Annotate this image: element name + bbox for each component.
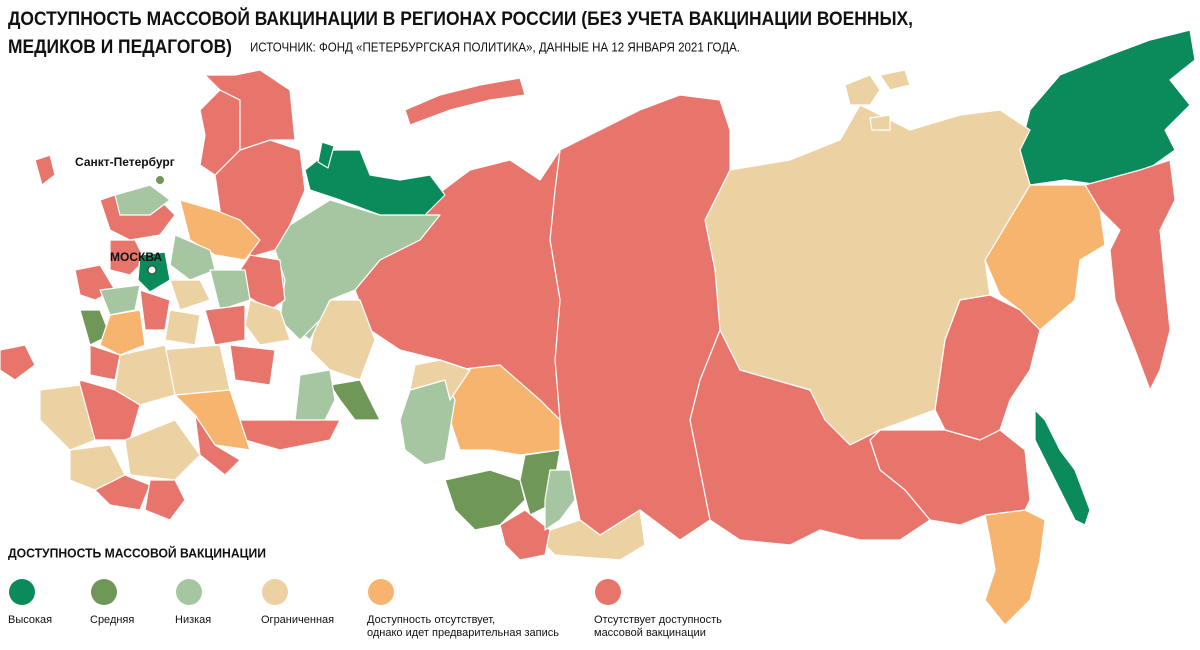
region: [984, 509, 1046, 626]
region: [229, 344, 276, 386]
region: [179, 199, 261, 261]
region: [34, 154, 56, 186]
region: [409, 359, 471, 401]
legend-title: ДОСТУПНОСТЬ МАССОВОЙ ВАКЦИНАЦИИ: [8, 545, 266, 560]
map: [0, 29, 1196, 626]
legend-swatch: [91, 579, 117, 605]
legend-label: Отсутствует доступность: [594, 614, 722, 626]
city-label: МОСКВА: [110, 250, 162, 264]
legend: Высокая Средняя Низкая Ограниченная Доступно…: [8, 579, 722, 639]
region: [1034, 409, 1091, 526]
region: [209, 269, 251, 311]
legend-label: однако идет предварительная запись: [367, 627, 559, 639]
region: [204, 304, 246, 346]
region: [1019, 29, 1196, 186]
legend-swatch: [176, 579, 202, 605]
region: [114, 184, 171, 216]
region: [544, 469, 576, 531]
legend-swatch: [368, 579, 394, 605]
legend-label: Доступность отсутствует,: [367, 614, 495, 626]
region: [444, 469, 526, 531]
region: [194, 414, 241, 476]
legend-label: Средняя: [90, 614, 134, 626]
region: [329, 379, 381, 421]
legend-label: Низкая: [175, 614, 211, 626]
region: [169, 234, 216, 281]
region: [869, 114, 891, 131]
legend-label: массовой вакцинации: [594, 627, 706, 639]
legend-swatch: [595, 579, 621, 605]
legend-label: Ограниченная: [261, 614, 334, 626]
region: [109, 239, 146, 276]
region: [879, 69, 911, 91]
region: [99, 309, 146, 356]
region: [204, 69, 296, 151]
legend-swatch: [9, 579, 35, 605]
region: [144, 479, 186, 521]
region: [317, 141, 335, 169]
source: ИСТОЧНИК: ФОНД «ПЕТЕРБУРГСКАЯ ПОЛИТИКА»,…: [250, 39, 740, 54]
legend-label: Высокая: [8, 614, 52, 626]
region: [844, 74, 881, 106]
region: [304, 149, 446, 221]
region: [139, 289, 171, 331]
city-dot: [147, 265, 157, 275]
region: [244, 299, 291, 346]
title: МЕДИКОВ И ПЕДАГОГОВ): [8, 37, 232, 58]
city-label: Санкт-Петербург: [75, 155, 175, 169]
region: [39, 384, 96, 451]
region: [404, 77, 526, 126]
legend-swatch: [262, 579, 288, 605]
region: [1084, 159, 1176, 391]
region: [294, 369, 336, 431]
region: [89, 344, 121, 381]
region: [124, 419, 201, 481]
region: [94, 474, 151, 511]
region: [114, 344, 176, 406]
title: ДОСТУПНОСТЬ МАССОВОЙ ВАКЦИНАЦИИ В РЕГИОН…: [8, 8, 913, 30]
region: [164, 309, 201, 346]
region: [399, 379, 456, 466]
region: [0, 344, 36, 381]
region: [934, 294, 1041, 441]
region: [499, 509, 551, 561]
city-dot: [156, 176, 164, 184]
region: [544, 509, 646, 561]
region: [169, 279, 211, 311]
region: [99, 284, 141, 316]
